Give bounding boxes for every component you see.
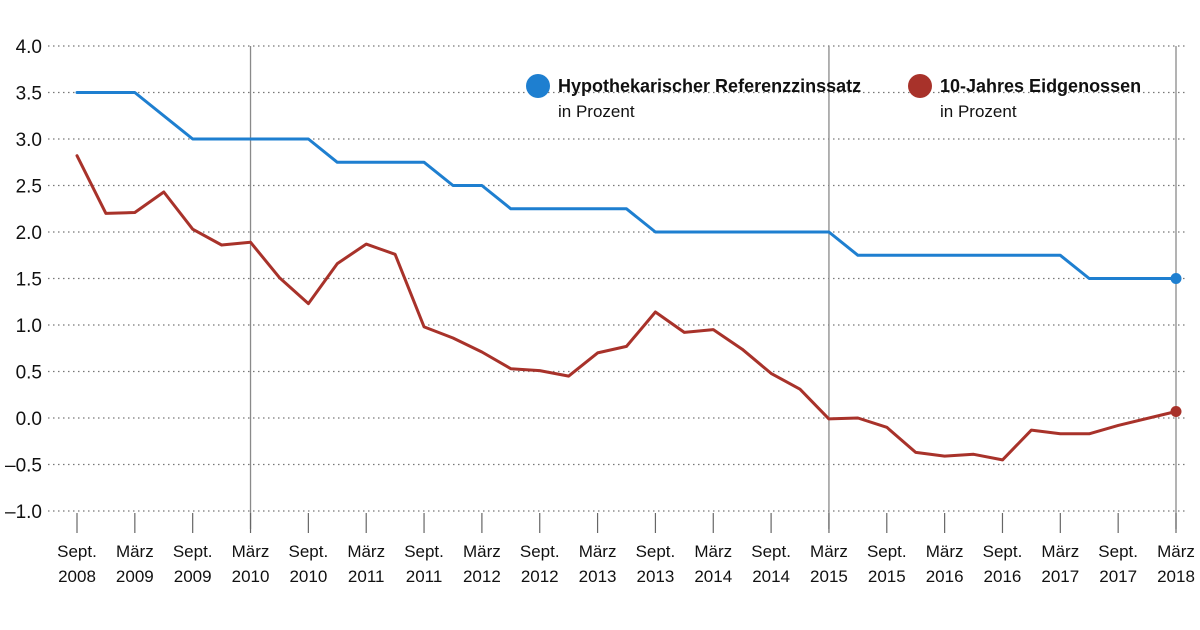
x-tick-label-month: März	[810, 542, 848, 561]
x-tick-label-year: 2011	[348, 567, 385, 586]
x-tick-label-year: 2017	[1041, 567, 1079, 586]
series-end-marker-0	[1170, 273, 1182, 284]
x-tick-label-year: 2009	[174, 567, 212, 586]
legend-label-referenzzinssatz: Hypothekarischer Referenzzinssatz	[558, 76, 861, 96]
x-tick-label-month: März	[116, 542, 154, 561]
x-tick-label-year: 2015	[810, 567, 848, 586]
x-tick-label-month: Sept.	[289, 542, 329, 561]
y-tick-label: 3.0	[16, 130, 42, 151]
x-tick-label-month: Sept.	[867, 542, 907, 561]
x-tick-label-month: März	[926, 542, 964, 561]
x-tick-label-year: 2010	[232, 567, 270, 586]
y-tick-label: 0.5	[16, 363, 42, 384]
x-tick-label-year: 2011	[406, 567, 443, 586]
legend-marker-referenzzinssatz	[526, 74, 550, 98]
x-tick-label-year: 2013	[637, 567, 675, 586]
x-tick-label-year: 2012	[521, 567, 559, 586]
y-axis-ticks: 4.0 3.5 3.0 2.5 2.0 1.5 1.0 0.5 0.0 –0.5 –1.0	[5, 37, 42, 523]
x-tick-label-month: Sept.	[751, 542, 791, 561]
x-tick-label-month: Sept.	[636, 542, 676, 561]
y-tick-label: 1.0	[16, 316, 42, 337]
x-tick-label-year: 2015	[868, 567, 906, 586]
series-line-0	[75, 91, 1178, 280]
x-tick-label-month: März	[463, 542, 501, 561]
x-tick-label-month: Sept.	[520, 542, 560, 561]
y-tick-label: 1.5	[16, 270, 42, 291]
x-tick-label-month: Sept.	[983, 542, 1023, 561]
legend-marker-eidgenossen	[908, 74, 932, 98]
y-tick-label: 3.5	[16, 84, 42, 105]
x-tick-label-month: März	[347, 542, 385, 561]
legend-item-referenzzinssatz: Hypothekarischer Referenzzinssatz in Pro…	[526, 74, 861, 121]
legend-label-eidgenossen: 10-Jahres Eidgenossen	[940, 76, 1141, 96]
x-tick-label-month: Sept.	[57, 542, 97, 561]
x-tick-label-month: März	[579, 542, 617, 561]
y-tick-label: –1.0	[5, 502, 42, 523]
x-axis-ticks: Sept. 2008 März 2009 Sept. 2009 März 2010 Sept. 2…	[57, 513, 1195, 586]
legend-item-eidgenossen: 10-Jahres Eidgenossen in Prozent	[908, 74, 1141, 121]
x-tick-label-month: März	[232, 542, 270, 561]
series-layer	[75, 91, 1182, 462]
x-tick-label-year: 2016	[984, 567, 1022, 586]
y-tick-label: 2.5	[16, 177, 42, 198]
legend: Hypothekarischer Referenzzinssatz in Pro…	[526, 74, 1141, 121]
x-tick-label-year: 2014	[752, 567, 790, 586]
x-tick-label-month: Sept.	[1098, 542, 1138, 561]
x-tick-label-year: 2018	[1157, 567, 1195, 586]
x-tick-label-month: Sept.	[404, 542, 444, 561]
y-tick-label: 2.0	[16, 223, 42, 244]
x-tick-label-year: 2008	[58, 567, 96, 586]
x-tick-label-month: März	[1157, 542, 1195, 561]
x-tick-label-year: 2016	[926, 567, 964, 586]
x-tick-label-year: 2012	[463, 567, 501, 586]
x-tick-label-month: März	[694, 542, 732, 561]
x-tick-label-year: 2017	[1099, 567, 1137, 586]
highlight-lines	[249, 46, 1177, 529]
y-tick-label: 4.0	[16, 37, 42, 58]
x-tick-label-year: 2014	[694, 567, 732, 586]
legend-unit-eidgenossen: in Prozent	[940, 102, 1017, 121]
legend-unit-referenzzinssatz: in Prozent	[558, 102, 635, 121]
x-tick-label-year: 2010	[289, 567, 327, 586]
x-tick-label-year: 2013	[579, 567, 617, 586]
x-tick-label-year: 2009	[116, 567, 154, 586]
y-tick-label: 0.0	[16, 409, 42, 430]
x-tick-label-month: März	[1041, 542, 1079, 561]
series-end-marker-1	[1170, 405, 1182, 417]
y-tick-label: –0.5	[5, 456, 42, 477]
x-tick-label-month: Sept.	[173, 542, 213, 561]
series-line-1	[75, 154, 1178, 462]
